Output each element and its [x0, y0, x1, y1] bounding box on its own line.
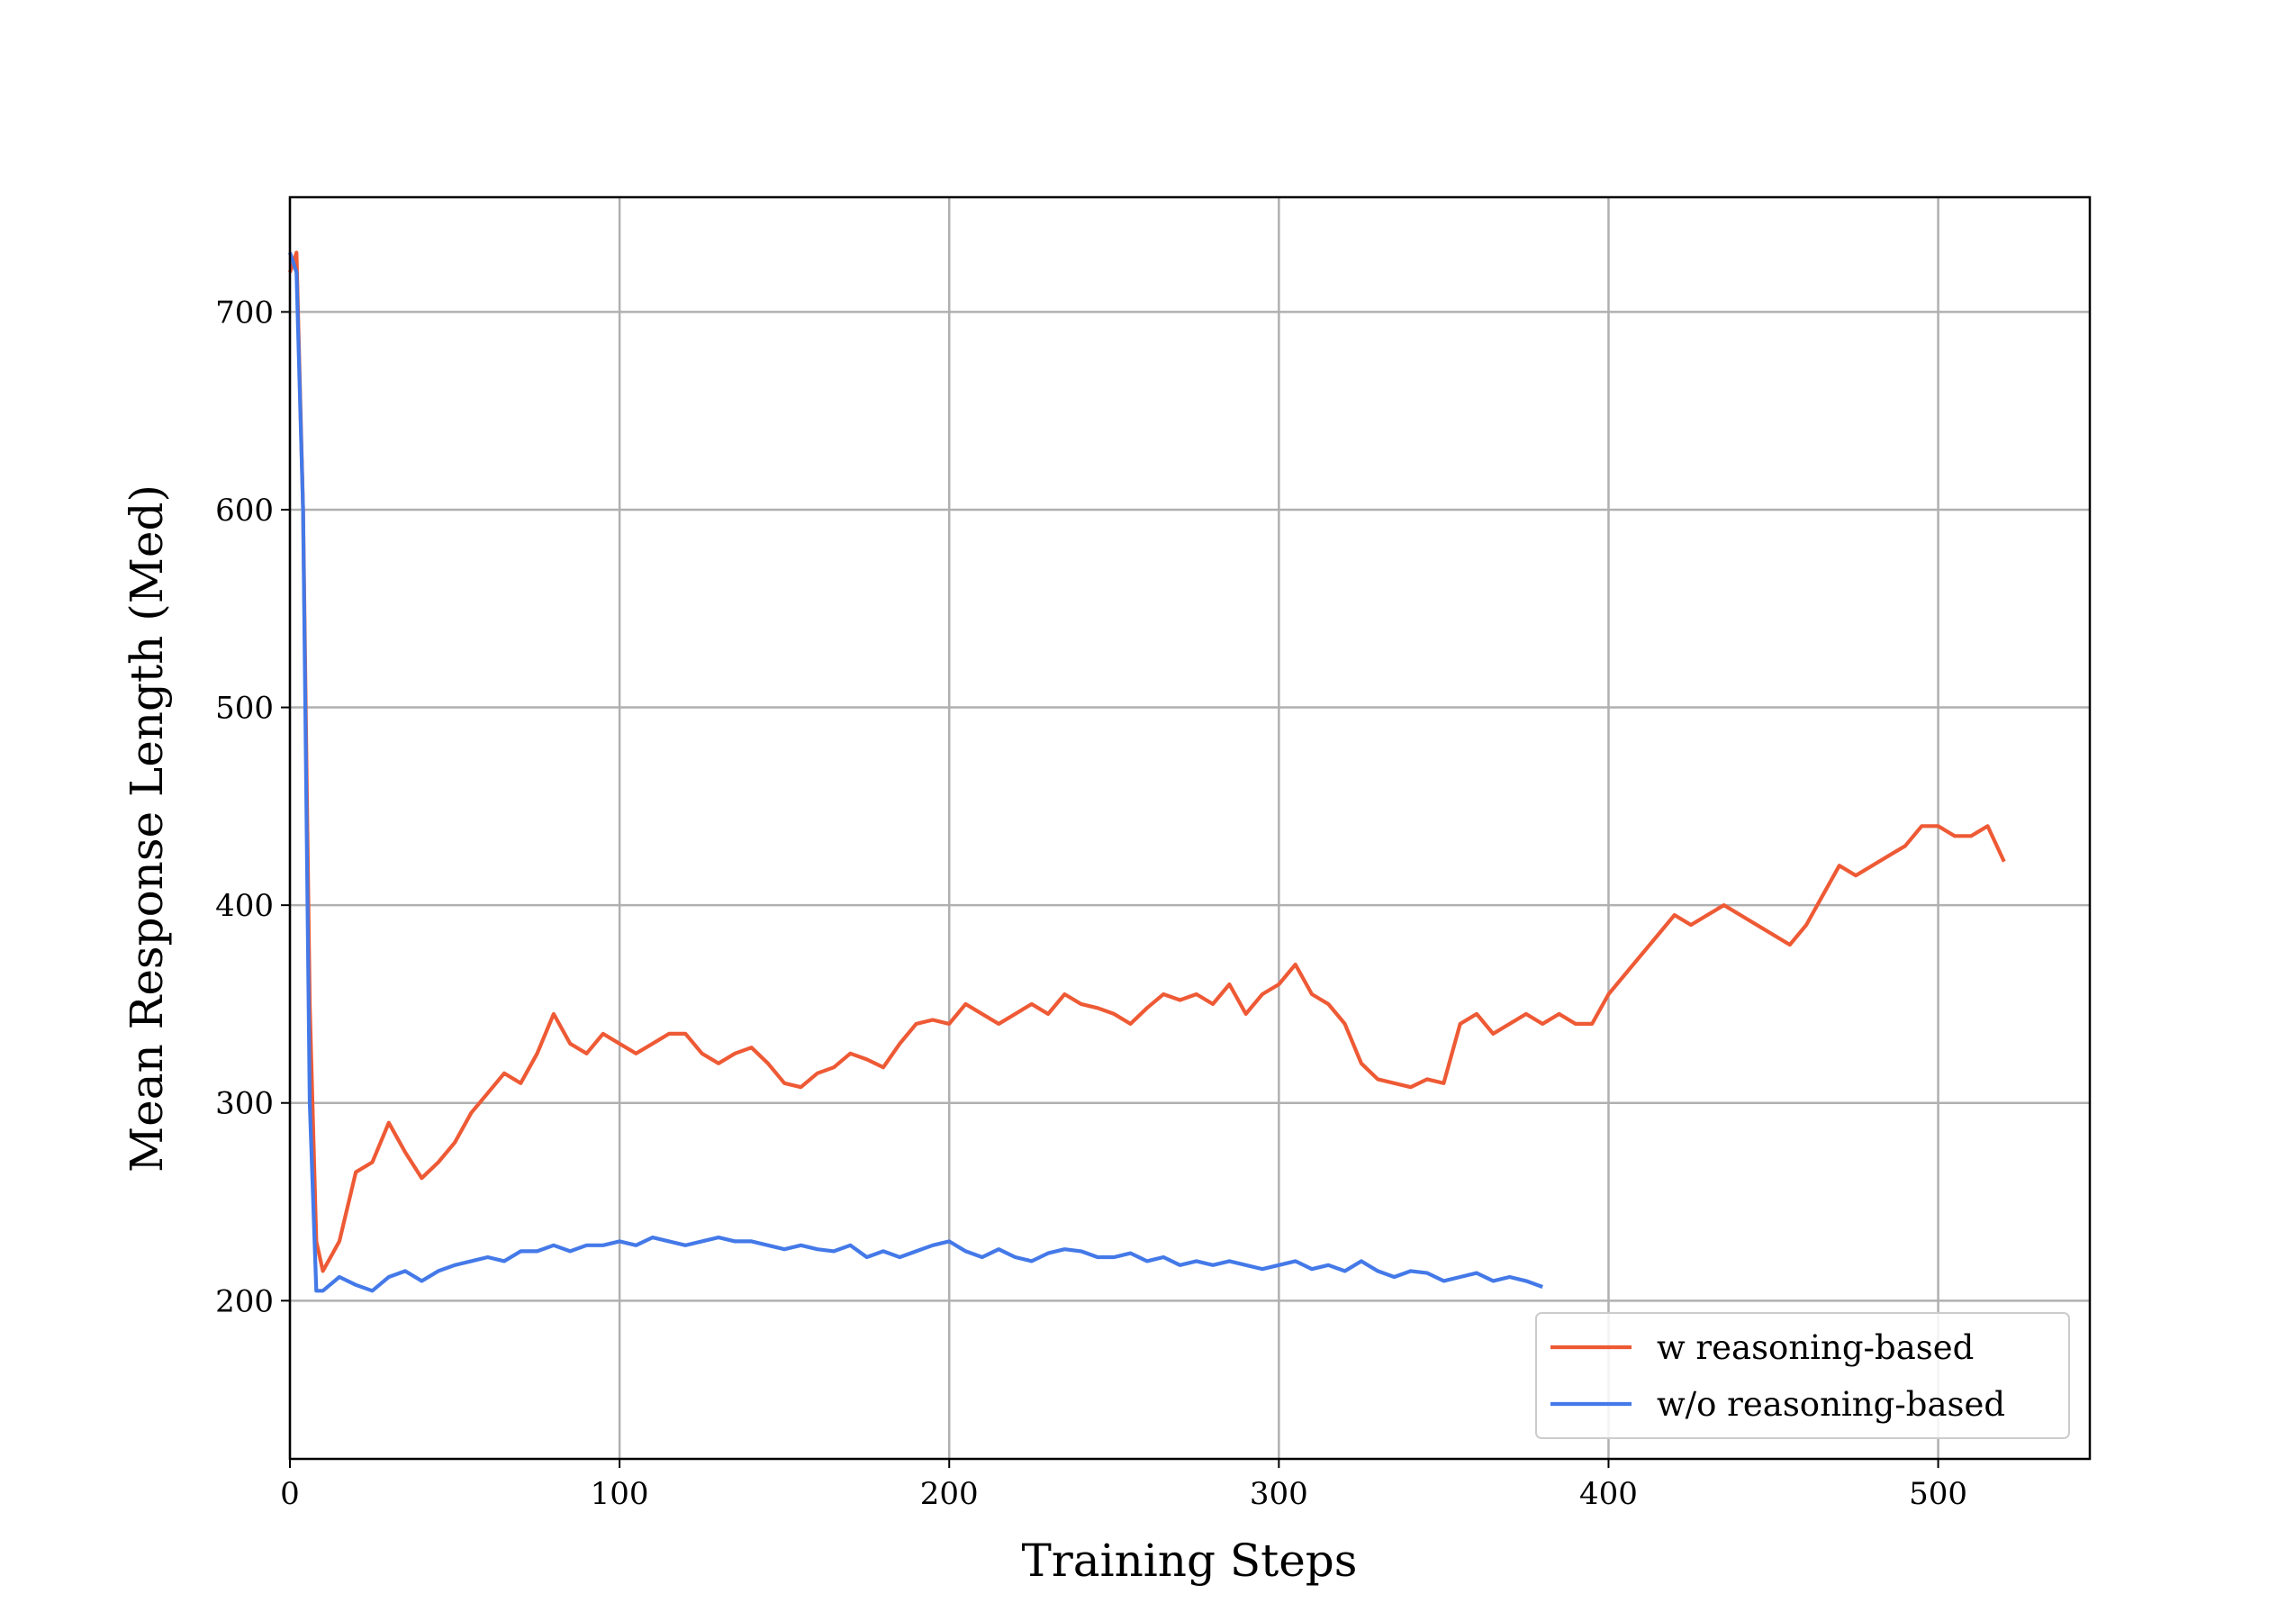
y-tick-label: 500 [215, 691, 274, 727]
legend-label: w reasoning-based [1657, 1328, 1974, 1367]
legend-label: w/o reasoning-based [1657, 1385, 2005, 1424]
legend-box [1535, 1312, 2070, 1439]
x-tick-label: 200 [920, 1476, 979, 1512]
x-tick-label: 300 [1250, 1476, 1308, 1512]
x-tick-label: 400 [1579, 1476, 1638, 1512]
y-tick-label: 700 [215, 294, 274, 331]
plot-frame [288, 195, 2092, 1461]
x-tick-label: 500 [1909, 1476, 1967, 1512]
series-line [288, 251, 1543, 1293]
series-line [288, 250, 2006, 1273]
x-tick-label: 100 [591, 1476, 649, 1512]
legend: w reasoning-based w/o reasoning-based [1535, 1312, 2070, 1439]
y-tick-label: 300 [215, 1086, 274, 1122]
y-tick-label: 600 [215, 493, 274, 529]
x-axis-label: Training Steps [1022, 1535, 1358, 1587]
y-tick-label: 200 [215, 1283, 274, 1319]
x-tick-label: 0 [280, 1476, 300, 1512]
y-tick-label: 400 [215, 888, 274, 924]
y-axis-label: Mean Response Length (Med) [121, 484, 173, 1173]
